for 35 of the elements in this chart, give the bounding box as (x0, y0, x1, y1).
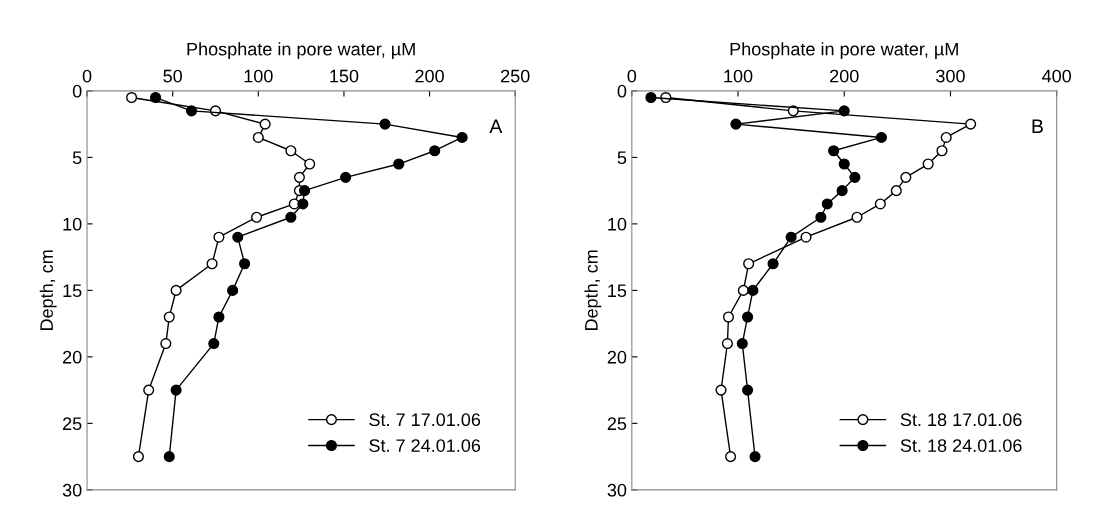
x-tick-label: 400 (1042, 69, 1072, 83)
y-tick-label: 5 (617, 151, 627, 165)
y-axis-title: Depth, cm (584, 250, 602, 331)
x-tick-label: 0 (627, 69, 637, 83)
x-tick-label: 200 (830, 69, 859, 83)
y-axis-title: Depth, cm (39, 250, 57, 331)
y-tick-label: 15 (63, 284, 82, 298)
y-tick-label: 25 (607, 417, 627, 431)
x-tick-label: 250 (501, 69, 530, 83)
legend-label: St. 18 24.01.06 (900, 439, 1022, 452)
y-tick-label: 20 (607, 350, 627, 364)
x-tick-label: 100 (244, 69, 273, 83)
annotation: B (1032, 119, 1043, 133)
x-tick-label: 300 (936, 69, 965, 83)
x-tick-label: 100 (724, 69, 753, 83)
legend-label: St. 7 24.01.06 (369, 439, 481, 452)
y-tick-label: 10 (63, 217, 82, 231)
y-tick-label: 20 (63, 350, 82, 364)
y-tick-label: 0 (617, 84, 627, 98)
x-tick-label: 200 (415, 69, 444, 83)
annotation: A (489, 119, 503, 133)
legend-label: St. 18 17.01.06 (900, 413, 1022, 427)
y-tick-label: 10 (608, 217, 627, 231)
y-tick-label: 5 (72, 151, 82, 165)
y-tick-label: 15 (608, 284, 627, 298)
x-axis-title: Phosphate in pore water, µM (187, 42, 415, 60)
y-tick-label: 30 (62, 483, 82, 497)
x-tick-label: 0 (82, 69, 92, 83)
y-tick-label: 25 (63, 417, 82, 431)
x-tick-label: 50 (163, 69, 183, 83)
legend-label: St. 7 17.01.06 (369, 413, 481, 427)
x-axis-title: Phosphate in pore water, µM (730, 42, 958, 60)
y-tick-label: 30 (607, 483, 627, 497)
y-tick-label: 0 (72, 84, 82, 98)
x-tick-label: 150 (330, 69, 359, 83)
